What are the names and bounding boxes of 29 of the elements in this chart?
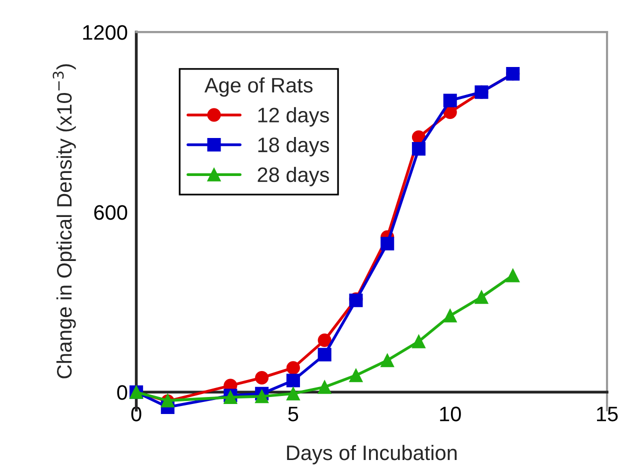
point (286, 386, 300, 400)
point (443, 94, 457, 108)
point (506, 268, 520, 282)
x-axis-title: Days of Incubation (287, 444, 457, 464)
point (349, 368, 363, 382)
y-tick-label: 1200 (83, 25, 128, 40)
point (380, 236, 394, 250)
point (255, 370, 269, 385)
point (318, 333, 332, 348)
y-axis-title: Change in Optical Density (x10$^{−3}$) (52, 64, 76, 378)
legend-label: 12 days (258, 107, 329, 127)
point (412, 334, 426, 348)
point (443, 308, 457, 322)
point (474, 290, 488, 304)
legend-label: 28 days (258, 166, 329, 186)
point (380, 354, 394, 368)
point (286, 361, 300, 375)
legend-label: 18 days (258, 136, 329, 156)
point (412, 142, 426, 156)
y-tick-label: 600 (94, 205, 128, 220)
legend-title: Age of Rats (204, 77, 313, 97)
y-tick-label: 0 (117, 385, 128, 400)
x-tick-label: 15 (597, 406, 618, 422)
x-tick-label: 5 (288, 406, 298, 422)
point (318, 380, 332, 394)
x-tick-label: 10 (440, 406, 461, 422)
point (255, 390, 269, 404)
point (286, 374, 300, 388)
point (318, 348, 332, 362)
